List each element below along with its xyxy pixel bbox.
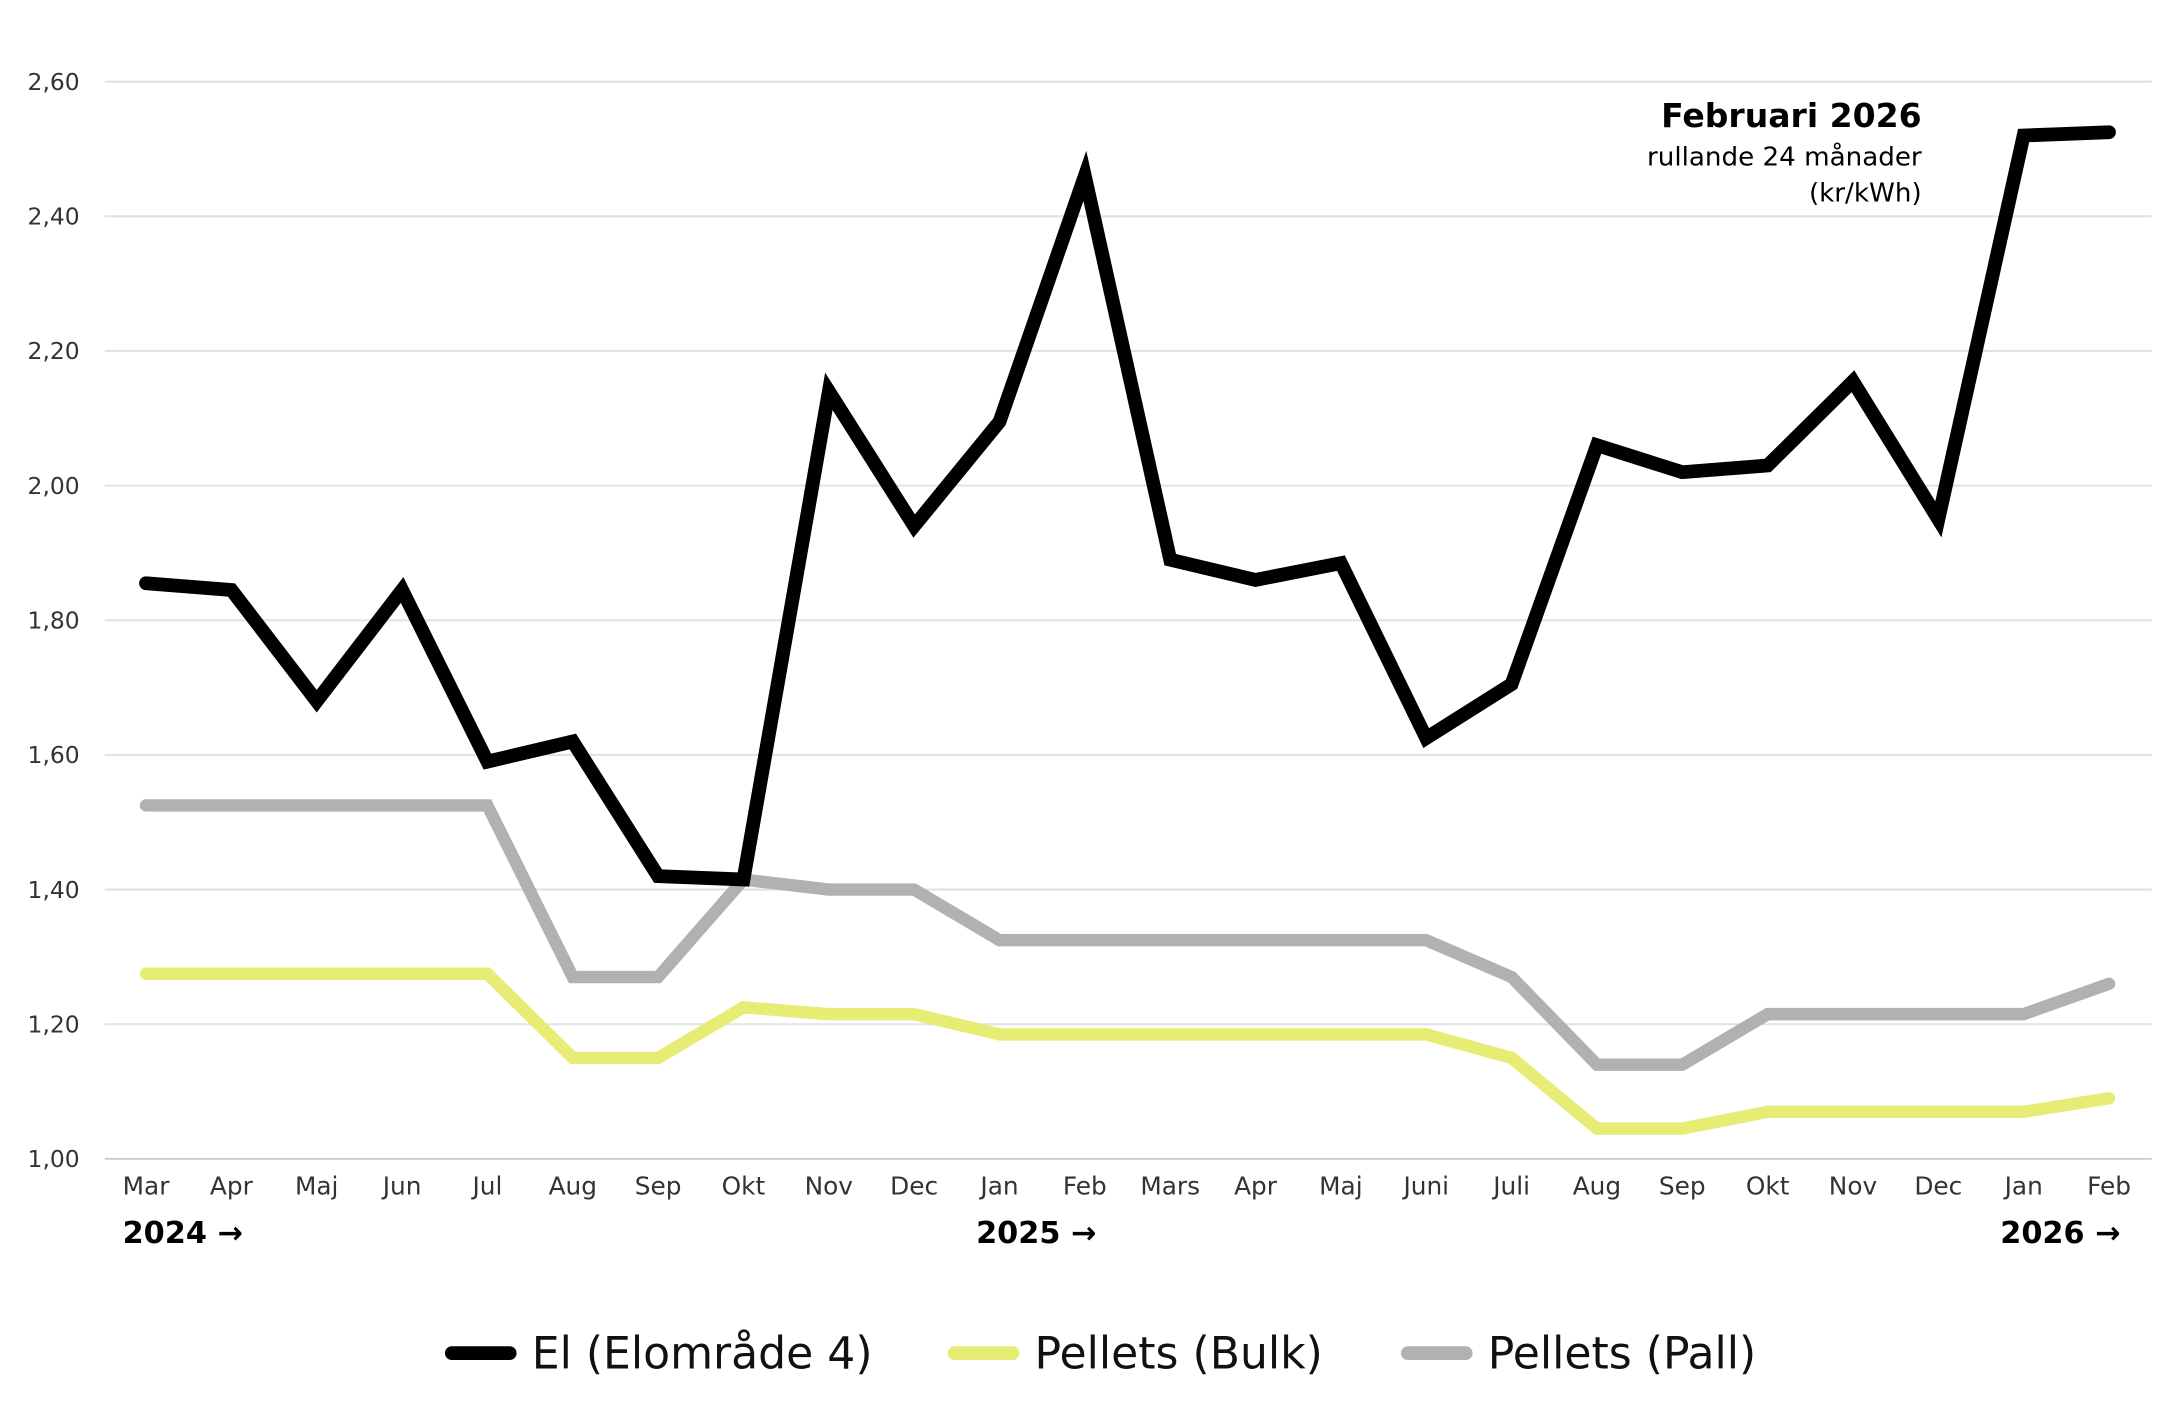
y-tick-label: 1,20 (28, 1011, 80, 1039)
y-tick-label: 2,00 (28, 472, 80, 500)
y-tick-label: 2,40 (28, 203, 80, 231)
x-tick-label: Mar (123, 1172, 171, 1201)
grid-lines (104, 80, 2152, 1160)
series-lines (139, 125, 2116, 1135)
legend-item: El (Elområde 4) (444, 1328, 873, 1379)
annotation-unit: (kr/kWh) (1809, 179, 1922, 209)
x-tick-label: Juli (1491, 1172, 1530, 1201)
annotation-title: Februari 2026 (1661, 96, 1922, 135)
year-label: 2024 → (123, 1216, 243, 1251)
x-tick-label: Apr (210, 1172, 254, 1201)
x-tick-label: Dec (890, 1172, 938, 1201)
y-tick-label: 1,60 (28, 741, 80, 769)
x-tick-label: Maj (1319, 1172, 1362, 1201)
year-label: 2025 → (976, 1216, 1096, 1251)
x-tick-label: Sep (635, 1172, 682, 1201)
legend-label: Pellets (Pall) (1488, 1328, 1757, 1379)
x-tick-label: Sep (1659, 1172, 1706, 1201)
x-tick-label: Aug (549, 1172, 597, 1201)
x-tick-label: Nov (1829, 1172, 1877, 1201)
y-tick-label: 1,00 (28, 1145, 80, 1173)
x-tick-label: Maj (295, 1172, 338, 1201)
y-tick-label: 2,20 (28, 337, 80, 365)
legend-item: Pellets (Bulk) (947, 1328, 1323, 1379)
year-label: 2026 → (2000, 1216, 2120, 1251)
x-tick-label: Mars (1140, 1172, 1200, 1201)
annotation: Februari 2026 rullande 24 månader (kr/kW… (1647, 96, 1922, 208)
legend-label: Pellets (Bulk) (1035, 1328, 1323, 1379)
annotation-subtitle: rullande 24 månader (1647, 142, 1922, 173)
y-tick-label: 2,60 (28, 68, 80, 96)
y-axis: 1,00 1,20 1,40 1,60 1,80 2,00 2,20 2,40 2,60 (28, 68, 80, 1173)
x-tick-label: Okt (722, 1172, 766, 1201)
x-tick-label: Jul (470, 1172, 502, 1201)
x-tick-label: Nov (805, 1172, 853, 1201)
x-axis: Mar Apr Maj Jun Jul Aug Sep Okt Nov Dec Jan Feb Mars… (123, 1172, 2131, 1201)
y-tick-label: 1,40 (28, 876, 80, 904)
y-tick-label: 1,80 (28, 607, 80, 635)
x-tick-label: Feb (1063, 1172, 1107, 1201)
x-tick-label: Jun (381, 1172, 422, 1201)
legend-item: Pellets (Pall) (1400, 1328, 1757, 1379)
x-tick-label: Jan (978, 1172, 1018, 1201)
year-labels: 2024 → 2025 → 2026 → (123, 1216, 2121, 1251)
series-line-1 (139, 967, 2116, 1135)
x-tick-label: Feb (2087, 1172, 2131, 1201)
legend-label: El (Elområde 4) (532, 1328, 873, 1379)
x-tick-label: Aug (1573, 1172, 1621, 1201)
x-tick-label: Okt (1746, 1172, 1790, 1201)
x-tick-label: Jan (2003, 1172, 2043, 1201)
x-tick-label: Apr (1234, 1172, 1278, 1201)
x-tick-label: Juni (1401, 1172, 1449, 1201)
series-line-2 (139, 799, 2116, 1071)
series-line-0 (139, 125, 2116, 887)
x-tick-label: Dec (1914, 1172, 1962, 1201)
legend: El (Elområde 4) Pellets (Bulk) Pellets (Pa… (444, 1328, 1757, 1379)
